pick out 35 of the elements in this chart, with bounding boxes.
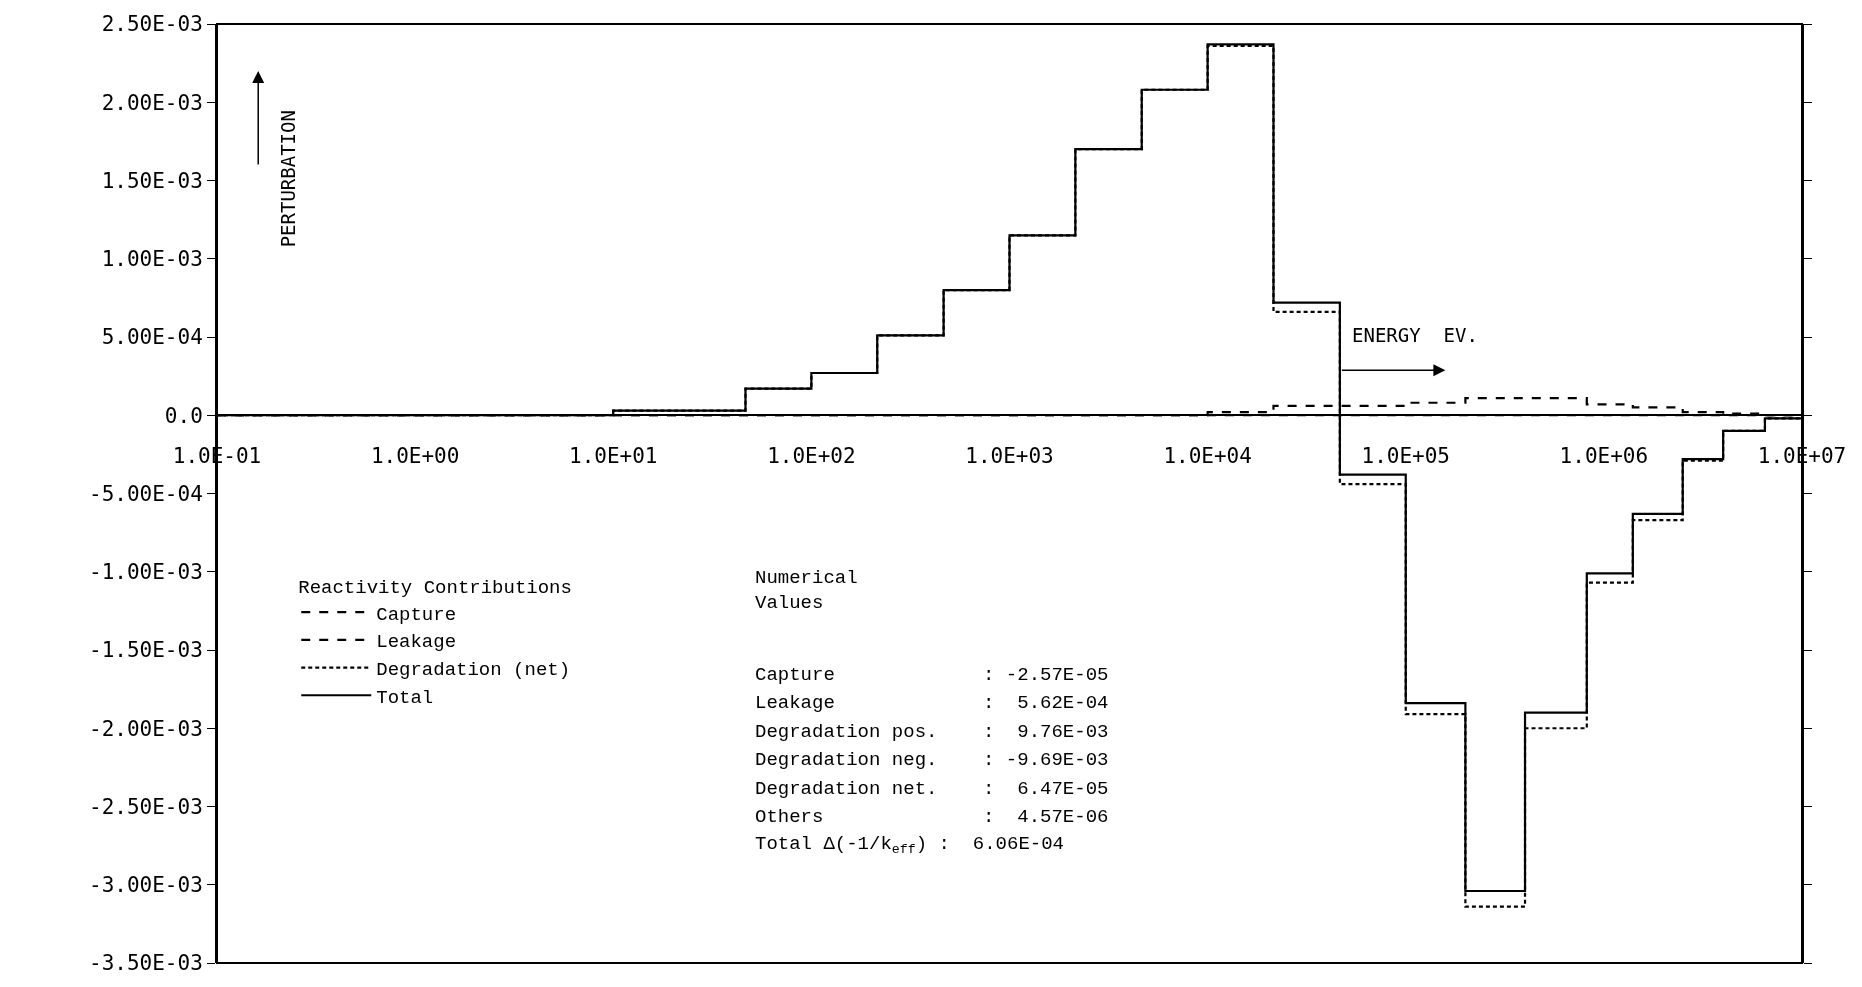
annotation: Others : 4.57E-06 [755,806,1109,828]
x-tick-label: 1.0E+04 [1163,444,1252,469]
y-tick-label: 1.50E-03 [101,168,203,193]
legend-title: Reactivity Contributions [298,577,572,600]
annotation: Leakage : 5.62E-04 [755,692,1109,714]
x-tick-label: 1.0E+00 [370,444,460,469]
y-tick-label: -3.50E-03 [89,951,203,976]
y-tick-label: -2.50E-03 [89,794,203,819]
annotation: Total Δ(-1/k$_{eff}$) : 6.06E-04 [755,833,1065,857]
y-tick-label: -2.00E-03 [89,716,203,741]
annotation: Capture : -2.57E-05 [755,664,1109,686]
x-tick-label: 1.0E+01 [568,444,658,469]
legend-label: Capture [376,603,457,626]
x-axis-title: ENERGY EV. [1352,324,1478,346]
y-tick-label: -1.50E-03 [89,638,203,663]
annotation: Degradation pos. : 9.76E-03 [755,721,1109,743]
y-tick-label: 2.00E-03 [101,90,203,115]
annotation: Degradation neg. : -9.69E-03 [755,749,1109,771]
y-tick-label: 0.0 [164,403,203,428]
y-tick-label: 1.00E-03 [101,247,203,272]
y-tick-label: -3.00E-03 [89,873,203,898]
x-tick-label: 1.0E+03 [965,444,1054,469]
y-tick-label: 2.50E-03 [101,12,203,37]
y-axis-title: PERTURBATION [277,110,300,248]
y-tick-label: -1.00E-03 [89,560,203,585]
legend-label: Leakage [376,631,457,654]
y-tick-label: -5.00E-04 [89,481,203,506]
legend-label: Total [376,686,434,709]
x-tick-label: 1.0E+06 [1559,444,1649,469]
x-tick-label: 1.0E+05 [1361,444,1451,469]
legend-label: Degradation (net) [376,658,571,681]
annotation: Numerical Values [755,567,858,614]
y-tick-label: 5.00E-04 [101,325,203,350]
annotation: Degradation net. : 6.47E-05 [755,778,1109,800]
x-tick-label: 1.0E+02 [767,444,856,469]
